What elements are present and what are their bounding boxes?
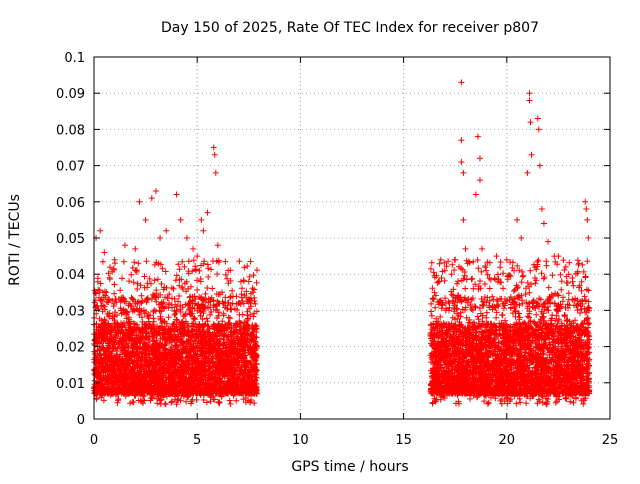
grid-layer [94, 57, 610, 419]
data-point [458, 79, 465, 86]
data-point [194, 253, 201, 260]
data-point [97, 227, 104, 234]
data-point [111, 256, 118, 263]
data-point [555, 253, 562, 260]
data-point [136, 198, 143, 205]
data-point [527, 119, 534, 126]
y-tick-label: 0.04 [56, 268, 85, 283]
points-layer [91, 79, 593, 408]
data-point [163, 227, 170, 234]
data-point [479, 245, 486, 252]
data-point [103, 289, 110, 296]
data-point [245, 278, 252, 285]
data-point [132, 245, 139, 252]
data-point [458, 158, 465, 165]
data-point [214, 242, 221, 249]
data-point [576, 260, 583, 267]
x-tick-label: 20 [499, 433, 516, 448]
data-point [476, 177, 483, 184]
data-point [540, 220, 547, 227]
data-point [526, 97, 533, 104]
data-point [493, 253, 500, 260]
data-point [528, 151, 535, 158]
data-point [460, 216, 467, 223]
data-point [437, 256, 444, 263]
data-point [210, 144, 217, 151]
y-tick-label: 0.06 [56, 196, 85, 211]
data-point [235, 300, 242, 307]
x-axis-label: GPS time / hours [291, 459, 408, 475]
data-point [190, 245, 197, 252]
y-tick-label: 0.1 [64, 51, 85, 66]
data-point [462, 245, 469, 252]
data-point [524, 169, 531, 176]
data-point [534, 115, 541, 122]
data-point-cloud [91, 256, 593, 408]
x-tick-label: 25 [602, 433, 619, 448]
data-point [460, 169, 467, 176]
x-tick-label: 10 [292, 433, 309, 448]
x-tick-label: 15 [395, 433, 412, 448]
data-point [535, 126, 542, 133]
data-point [518, 235, 525, 241]
data-point [458, 137, 465, 144]
data-point [225, 267, 232, 274]
data-point [173, 191, 180, 198]
data-point [464, 260, 471, 267]
data-point [200, 227, 207, 234]
data-point [148, 195, 155, 202]
data-point [121, 242, 128, 249]
data-point [545, 238, 552, 245]
tick-layer: 0 0.01 0.02 0.03 0.04 0.05 0.06 0.07 0.08 0.09 0.1… [56, 51, 618, 448]
data-point [582, 198, 589, 205]
data-point [503, 256, 510, 263]
y-tick-label: 0 [77, 413, 85, 428]
data-point [204, 209, 211, 216]
y-tick-label: 0.07 [56, 160, 85, 175]
data-point [157, 235, 164, 241]
data-point [476, 155, 483, 162]
data-point [142, 216, 149, 223]
data-point [211, 151, 218, 158]
data-point [483, 267, 490, 274]
y-tick-label: 0.02 [56, 341, 85, 356]
data-point [183, 235, 190, 241]
data-point [474, 133, 481, 140]
data-point [583, 206, 590, 213]
data-point [536, 162, 543, 169]
data-point [472, 191, 479, 198]
data-point [177, 216, 184, 223]
data-point [212, 169, 219, 176]
x-tick-label: 0 [90, 433, 98, 448]
y-tick-label: 0.08 [56, 123, 85, 138]
data-point [452, 256, 459, 263]
y-tick-label: 0.03 [56, 304, 85, 319]
data-point [584, 216, 591, 223]
y-tick-label: 0.09 [56, 87, 85, 102]
y-tick-label: 0.05 [56, 232, 85, 247]
y-tick-label: 0.01 [56, 377, 85, 392]
data-point [101, 249, 108, 256]
data-point [152, 187, 159, 194]
chart-title: Day 150 of 2025, Rate Of TEC Index for r… [161, 20, 539, 36]
data-point [526, 90, 533, 97]
data-point [249, 289, 256, 296]
data-point [198, 216, 205, 223]
data-point [585, 235, 592, 241]
y-axis-label: ROTI / TECUs [7, 194, 23, 286]
data-point [446, 307, 453, 314]
data-point [565, 271, 572, 278]
data-point [514, 216, 521, 223]
x-tick-label: 5 [193, 433, 201, 448]
data-point [538, 206, 545, 213]
